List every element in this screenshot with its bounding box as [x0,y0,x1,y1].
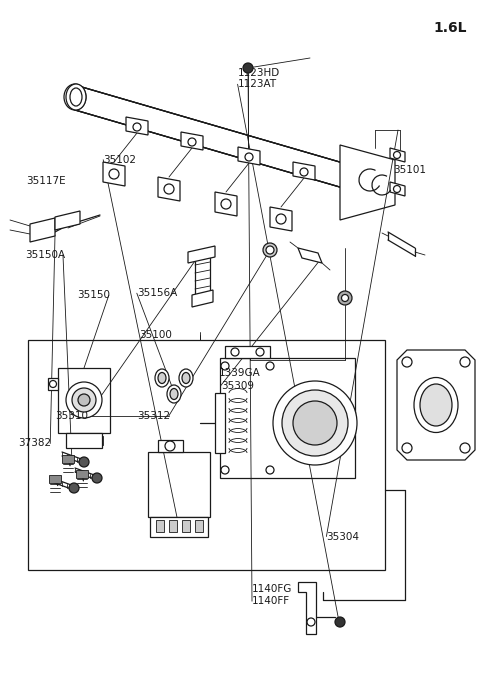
Polygon shape [293,162,315,180]
Polygon shape [30,218,55,242]
Polygon shape [181,132,203,150]
Ellipse shape [170,388,178,400]
Circle shape [266,246,274,254]
Polygon shape [192,290,213,307]
Polygon shape [220,358,355,478]
Ellipse shape [158,373,166,384]
Circle shape [460,357,470,367]
Bar [28,340,385,570]
Ellipse shape [414,377,458,433]
Ellipse shape [182,373,190,384]
Polygon shape [150,517,208,537]
Polygon shape [215,393,225,453]
Polygon shape [390,182,405,196]
Text: 1140FG: 1140FG [252,584,292,594]
Polygon shape [66,433,102,448]
Circle shape [338,291,352,305]
Circle shape [282,390,348,456]
Circle shape [243,63,253,73]
Circle shape [78,394,90,406]
Polygon shape [58,368,110,433]
Bar [169,520,177,532]
Circle shape [69,483,79,493]
Polygon shape [55,211,80,230]
Bar [156,520,164,532]
Ellipse shape [179,369,193,387]
Text: 1140FF: 1140FF [252,596,290,606]
Polygon shape [148,452,210,517]
Text: 35150: 35150 [77,290,110,300]
Bar [182,520,190,532]
Circle shape [402,357,412,367]
Text: 35309: 35309 [221,381,254,390]
Text: 1339GA: 1339GA [218,368,260,377]
Polygon shape [76,470,88,478]
Polygon shape [238,147,260,165]
Circle shape [335,617,345,627]
Circle shape [79,457,89,467]
Polygon shape [48,378,58,390]
Circle shape [273,381,357,465]
Polygon shape [158,440,183,452]
Circle shape [92,473,102,483]
Text: 35102: 35102 [103,155,136,164]
Polygon shape [397,350,475,460]
Polygon shape [62,455,74,463]
Bar [72,436,79,445]
Polygon shape [188,246,215,263]
Ellipse shape [66,84,86,110]
Polygon shape [298,582,316,634]
Polygon shape [158,177,180,201]
Text: 35156A: 35156A [137,288,177,298]
Polygon shape [270,207,292,231]
Circle shape [341,295,348,301]
Polygon shape [103,162,125,186]
Text: 35150A: 35150A [25,250,65,259]
Text: 1.6L: 1.6L [433,21,467,35]
Text: 35312: 35312 [137,411,170,421]
Polygon shape [215,192,237,216]
Text: 1123AT: 1123AT [238,80,277,89]
Polygon shape [126,117,148,135]
Bar [195,520,203,532]
Circle shape [72,388,96,412]
Polygon shape [225,346,270,358]
Polygon shape [340,145,395,220]
Polygon shape [49,475,61,483]
Circle shape [402,443,412,453]
Bar [96,436,103,445]
Circle shape [263,243,277,257]
Text: 1123HD: 1123HD [238,68,280,78]
Text: 37382: 37382 [18,439,51,448]
Circle shape [66,382,102,418]
Text: 35304: 35304 [326,532,360,541]
Ellipse shape [64,84,86,110]
Polygon shape [298,248,322,263]
Polygon shape [390,148,405,162]
Ellipse shape [167,385,181,403]
Text: 35100: 35100 [139,330,172,340]
Bar [84,436,91,445]
Text: 35310: 35310 [55,411,88,421]
Ellipse shape [420,384,452,426]
Polygon shape [75,85,350,190]
Text: 35117E: 35117E [26,176,66,185]
Ellipse shape [155,369,169,387]
Text: 35101: 35101 [394,165,427,175]
Circle shape [293,401,337,445]
Circle shape [460,443,470,453]
